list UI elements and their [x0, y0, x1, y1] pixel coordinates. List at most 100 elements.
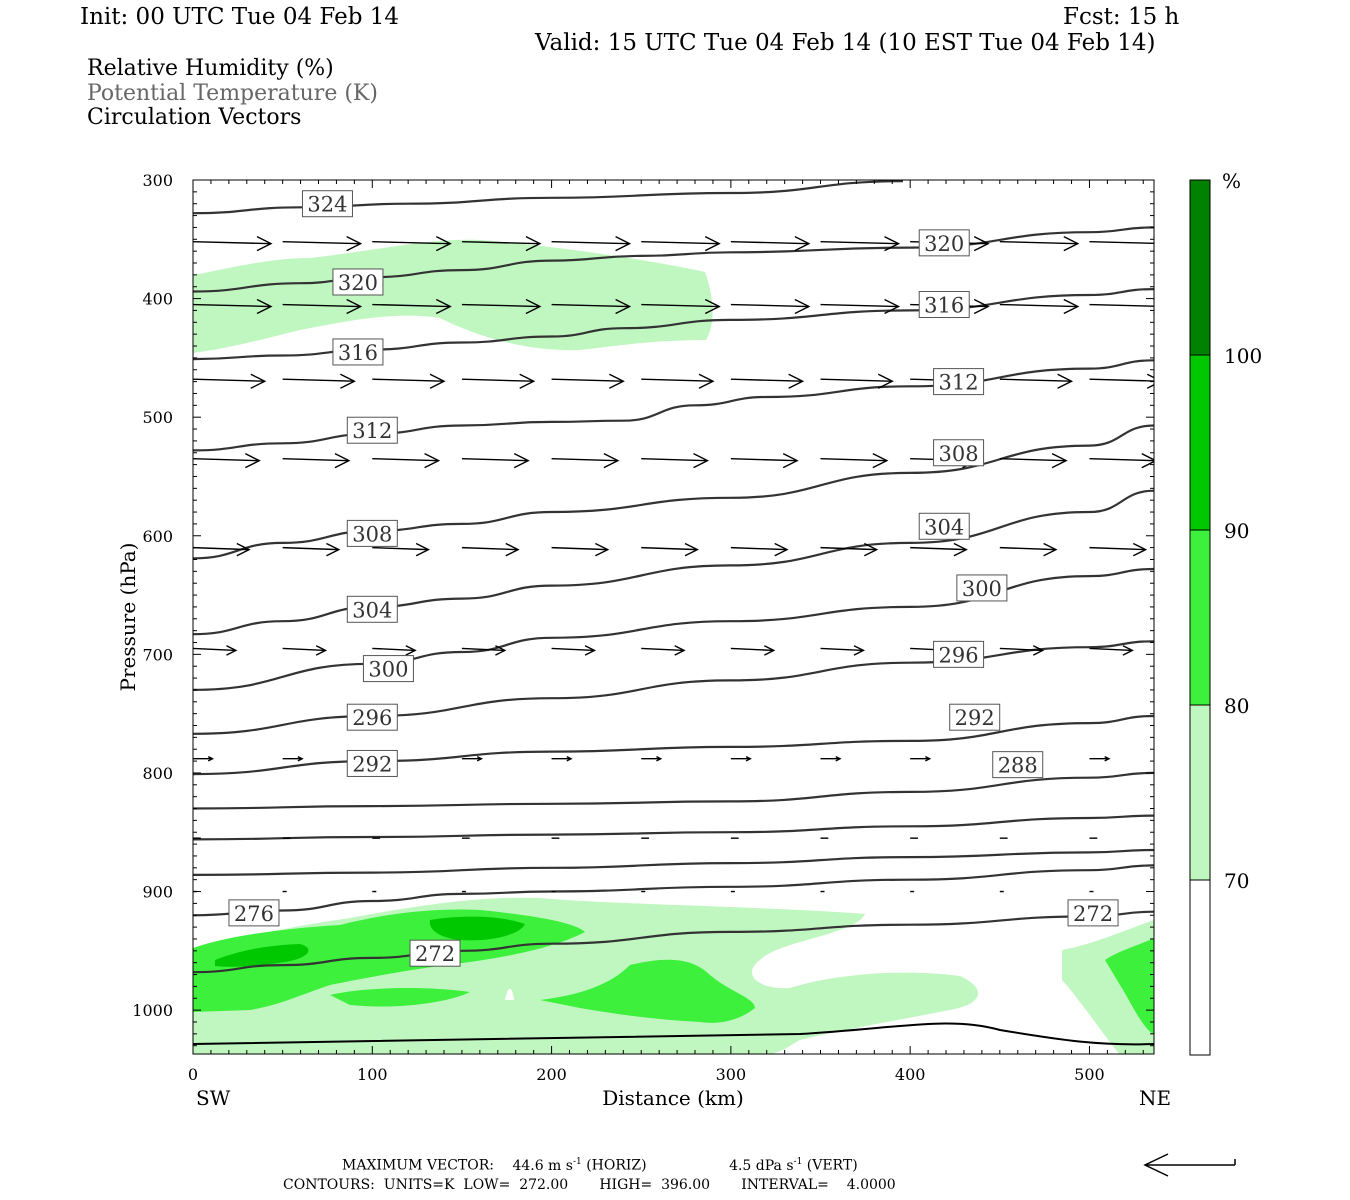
- circulation-vector: [641, 298, 721, 315]
- circulation-vector: [820, 373, 894, 389]
- circulation-vector: [910, 542, 968, 557]
- y-tick-label-300: 300: [142, 171, 173, 190]
- circulation-vector: [820, 542, 879, 557]
- field-rh-label: Relative Humidity (%): [87, 56, 334, 81]
- contour-label-box: [956, 574, 1008, 602]
- circulation-vector: [551, 298, 632, 315]
- max-vert-exponent: -1: [793, 1157, 803, 1167]
- colorbar-band-100: [1189, 179, 1211, 356]
- field-vectors-label: Circulation Vectors: [87, 105, 302, 130]
- circulation-vector: [999, 453, 1068, 469]
- max-vert-suffix: (VERT): [802, 1157, 858, 1174]
- circulation-vector: [820, 236, 901, 252]
- circulation-vector: [461, 373, 536, 389]
- colorbar: % 70 80 90 100: [1189, 169, 1262, 1056]
- colorbar-label-90: 90: [1224, 519, 1249, 543]
- circulation-vector: [730, 373, 805, 389]
- theta-contour-296: [193, 640, 1154, 735]
- circulation-vector: [372, 298, 452, 315]
- axes: 300 400 500 600 700 800 900 1000 0 100 200 300 400 50…: [132, 171, 1154, 1084]
- circulation-vector: [1089, 542, 1148, 557]
- circulation-vector: [551, 542, 610, 557]
- x-tick-label-300: 300: [716, 1065, 747, 1084]
- circulation-vector: [551, 755, 573, 762]
- contour-label-308: 308: [939, 442, 979, 466]
- circulation-vector: [282, 542, 341, 557]
- contour-label-316: 316: [338, 341, 378, 365]
- rh80-right-region: [1105, 938, 1154, 1035]
- contour-label-box: [301, 190, 353, 218]
- theta-contour-300: [193, 567, 1154, 691]
- init-time: Init: 00 UTC Tue 04 Feb 14: [80, 4, 400, 30]
- circulation-vector: [193, 373, 267, 389]
- x-tick-label-100: 100: [357, 1065, 388, 1084]
- footer-max-vector: MAXIMUM VECTOR: 44.6 m s-1 (HORIZ) 4.5 d…: [342, 1157, 858, 1174]
- contour-label-box: [918, 229, 970, 257]
- circulation-vector: [730, 453, 799, 469]
- contour-label-324: 324: [307, 193, 347, 217]
- contour-label-272: 272: [415, 942, 455, 966]
- surface-contour: [193, 1022, 1154, 1046]
- circulation-vector: [641, 236, 721, 252]
- circulation-vector: [1089, 236, 1154, 252]
- contour-label-box: [933, 368, 985, 396]
- circulation-vector: [1089, 755, 1111, 762]
- circulation-vector: [461, 236, 542, 252]
- contour-label-312: 312: [352, 419, 392, 443]
- rh80-middle-region: [540, 959, 755, 1023]
- circulation-vector: [730, 755, 752, 762]
- max-vert-value: 4.5 dPa s: [729, 1157, 794, 1174]
- contour-label-276: 276: [234, 902, 274, 926]
- theta-contour-312: [193, 359, 1154, 452]
- y-tick-label-600: 600: [142, 527, 173, 546]
- circulation-vector: [820, 298, 901, 315]
- contour-label-296: 296: [939, 643, 979, 667]
- circulation-vector: [372, 645, 417, 656]
- rh-shading: [193, 239, 1154, 1054]
- circulation-vector: [641, 373, 715, 389]
- contour-label-312: 312: [939, 371, 979, 395]
- x-tick-label-200: 200: [536, 1065, 567, 1084]
- max-vector-label: MAXIMUM VECTOR:: [342, 1157, 494, 1174]
- circulation-vector: [282, 298, 363, 315]
- contour-label-304: 304: [352, 598, 392, 622]
- circulation-vector: [641, 542, 699, 557]
- circulation-vector: [1089, 298, 1154, 315]
- circulation-vector: [1089, 453, 1154, 469]
- circulation-vector: [999, 373, 1074, 389]
- circulation-vector: [193, 453, 261, 469]
- circulation-vector: [999, 298, 1080, 315]
- plot-frame: [192, 179, 1155, 1055]
- footer-contours: CONTOURS: UNITS=K LOW= 272.00 HIGH= 396.…: [283, 1177, 896, 1193]
- contour-label-box: [346, 749, 398, 777]
- circulation-vector: [551, 373, 625, 389]
- circulation-vector: [282, 755, 304, 762]
- contour-label-320: 320: [924, 232, 964, 256]
- contour-label-box: [918, 512, 970, 540]
- circulation-vector: [193, 542, 251, 557]
- circulation-vector: [282, 645, 328, 656]
- circulation-vector: [730, 236, 811, 252]
- colorbar-label-70: 70: [1224, 869, 1249, 893]
- circulation-vector: [372, 542, 431, 557]
- circulation-vector: [551, 236, 632, 252]
- circulation-vector: [999, 542, 1058, 557]
- contour-label-box: [918, 291, 970, 319]
- contour-label-box: [346, 416, 398, 444]
- circulation-vector: [820, 453, 889, 469]
- colorbar-label-80: 80: [1224, 694, 1249, 718]
- contour-label-box: [362, 655, 414, 683]
- x-tick-label-400: 400: [895, 1065, 926, 1084]
- circulation-vector: [282, 453, 351, 469]
- x-tick-label-0: 0: [188, 1065, 198, 1084]
- contour-label-box: [346, 703, 398, 731]
- circulation-vector: [641, 755, 663, 762]
- theta-contour-288: [193, 771, 1154, 810]
- circulation-vector: [730, 645, 776, 656]
- contour-label-292: 292: [955, 706, 995, 730]
- circulation-vector: [999, 236, 1080, 252]
- contour-label-box: [933, 640, 985, 668]
- circulation-vector: [461, 645, 507, 656]
- circulation-vector: [641, 645, 686, 656]
- circulation-vector: [461, 755, 484, 762]
